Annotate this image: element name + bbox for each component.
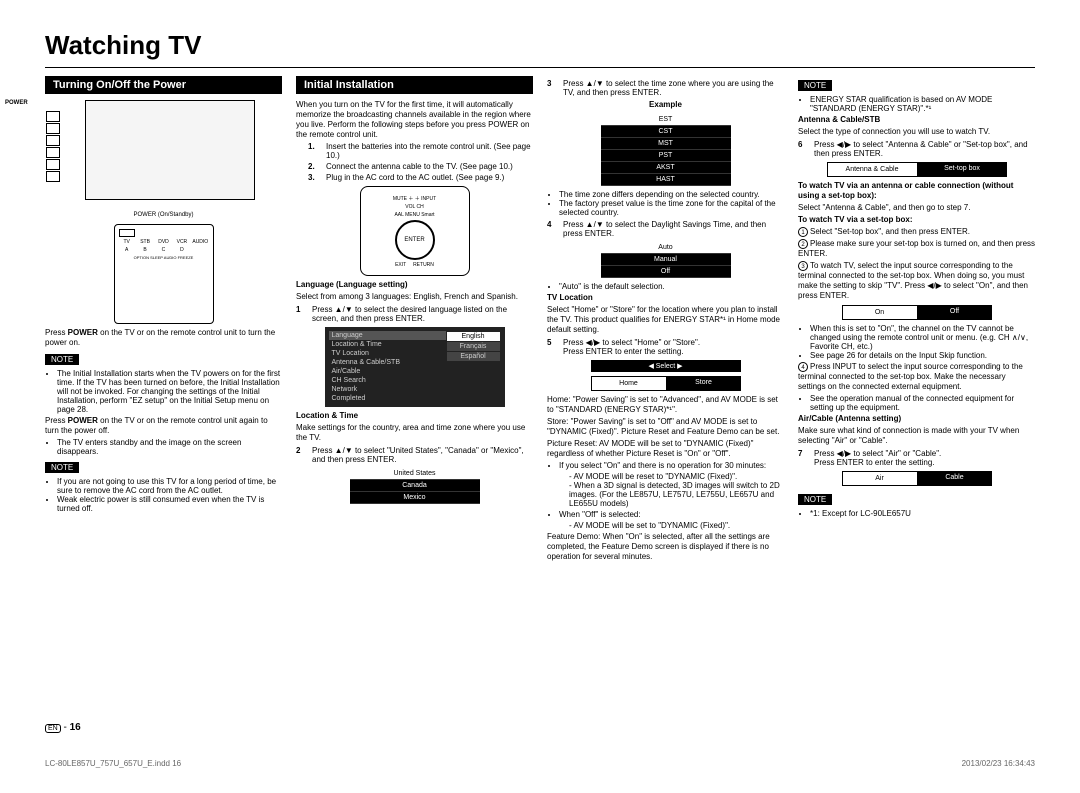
osd-dst: Auto Manual Off [601, 242, 731, 278]
fd-desc: Feature Demo: When "On" is selected, aft… [547, 532, 784, 562]
h-antenna: Antenna & Cable/STB [798, 115, 1035, 125]
step-3: Press ▲/▼ to select the time zone where … [563, 79, 784, 97]
osd-menu: Language Location & Time TV Location Ant… [325, 327, 505, 407]
remote-diagram: TVSTBDVDVCRAUDIO ABCD OPTION SLEEP AUDIO… [114, 224, 214, 324]
step-7: Press ◀/▶ to select "Air" or "Cable".Pre… [814, 449, 941, 467]
p-aircable: Make sure what kind of connection is mad… [798, 426, 1035, 446]
footer-left: LC-80LE857U_757U_657U_E.indd 16 [45, 759, 181, 768]
osd-timezone: EST CST MST PST AKST HAST [601, 114, 731, 186]
intro: When you turn on the TV for the first ti… [296, 100, 533, 140]
stb-b3: See the operation manual of the connecte… [810, 394, 1035, 412]
p-location: Make settings for the country, area and … [296, 423, 533, 443]
step-2: Press ▲/▼ to select "United States", "Ca… [312, 446, 533, 464]
s3: Plug in the AC cord to the AC outlet. (S… [326, 173, 504, 182]
p-power-off: Press POWER on the TV or on the remote c… [45, 416, 282, 436]
s1: Insert the batteries into the remote con… [326, 142, 533, 160]
osd-onoff: On Off [842, 305, 992, 320]
osd-country: United States Canada Mexico [350, 468, 480, 504]
p-tvloc: Select "Home" or "Store" for the locatio… [547, 305, 784, 335]
home-desc: Home: "Power Saving" is set to "Advanced… [547, 395, 784, 415]
note-1: NOTE [45, 354, 79, 365]
divider [45, 67, 1035, 68]
dst-note: "Auto" is the default selection. [559, 282, 784, 291]
osd-aircable: Air Cable [842, 471, 992, 486]
note-except-text: *1: Except for LC-90LE657U [810, 509, 1035, 518]
pr-desc: Picture Reset: AV MODE will be set to "D… [547, 439, 784, 459]
col-4: NOTE ENERGY STAR qualification is based … [798, 76, 1035, 564]
stb-4: 4Press INPUT to select the input source … [798, 362, 1035, 392]
footer-right: 2013/02/23 16:34:43 [962, 759, 1035, 768]
pr-off: When "Off" is selected: AV MODE will be … [559, 510, 784, 530]
note-1-text: The Initial Installation starts when the… [57, 369, 282, 414]
s2: Connect the antenna cable to the TV. (Se… [326, 162, 513, 171]
example-label: Example [547, 100, 784, 110]
stb-1: 1Select "Set-top box", and then press EN… [798, 227, 1035, 237]
step-6: Press ◀/▶ to select "Antenna & Cable" or… [814, 140, 1035, 158]
h-tvloc: TV Location [547, 293, 784, 303]
note-2b: Weak electric power is still consumed ev… [57, 495, 282, 513]
col-3: 3Press ▲/▼ to select the time zone where… [547, 76, 784, 564]
standby-bullet: The TV enters standby and the image on t… [57, 438, 282, 456]
p-language: Select from among 3 languages: English, … [296, 292, 533, 302]
col-2: Initial Installation When you turn on th… [296, 76, 533, 564]
page-number: EN - 16 [45, 722, 81, 733]
stb-3: 3To watch TV, select the input source co… [798, 261, 1035, 301]
oo-b2: See page 26 for details on the Input Ski… [810, 351, 1035, 360]
store-desc: Store: "Power Saving" is set to "Off" an… [547, 417, 784, 437]
oo-b1: When this is set to "On", the channel on… [810, 324, 1035, 351]
p-antenna: Select the type of connection you will u… [798, 127, 1035, 137]
step-4: Press ▲/▼ to select the Daylight Savings… [563, 220, 784, 238]
note-energy-text: ENERGY STAR qualification is based on AV… [810, 95, 1035, 113]
tz-b2: The factory preset value is the time zon… [559, 199, 784, 217]
note-except: NOTE [798, 494, 832, 505]
section-initial: Initial Installation [296, 76, 533, 94]
tv-diagram [85, 100, 255, 200]
stb-2: 2Please make sure your set-top box is tu… [798, 239, 1035, 259]
standby-label: POWER (On/Standby) [45, 212, 282, 220]
osd-select: ◀ Select ▶ [591, 360, 741, 372]
h-location: Location & Time [296, 411, 533, 421]
h-noaux: To watch TV via an antenna or cable conn… [798, 181, 1035, 201]
note-energy: NOTE [798, 80, 832, 91]
step-1: Press ▲/▼ to select the desired language… [312, 305, 533, 323]
section-power: Turning On/Off the Power [45, 76, 282, 94]
remote-nav: MUTE ＋ ＋ INPUT VOL CH AAL MENU Smart ENT… [360, 186, 470, 276]
p-power-on: Press POWER on the TV or on the remote c… [45, 328, 282, 348]
step-5: Press ◀/▶ to select "Home" or "Store".Pr… [563, 338, 700, 356]
note-2a: If you are not going to use this TV for … [57, 477, 282, 495]
pr-on: If you select "On" and there is no opera… [559, 461, 784, 508]
page-title: Watching TV [45, 30, 1035, 61]
h-language: Language (Language setting) [296, 280, 533, 290]
osd-homestore: Home Store [591, 376, 741, 391]
h-stb: To watch TV via a set-top box: [798, 215, 1035, 225]
col-1: Turning On/Off the Power POWER POWER (On… [45, 76, 282, 564]
note-2: NOTE [45, 462, 79, 473]
h-aircable: Air/Cable (Antenna setting) [798, 414, 1035, 424]
power-label: POWER [5, 100, 28, 106]
p-noaux: Select "Antenna & Cable", and then go to… [798, 203, 1035, 213]
columns: Turning On/Off the Power POWER POWER (On… [45, 76, 1035, 564]
osd-antenna: Antenna & Cable Set-top box [827, 162, 1007, 177]
tz-b1: The time zone differs depending on the s… [559, 190, 784, 199]
